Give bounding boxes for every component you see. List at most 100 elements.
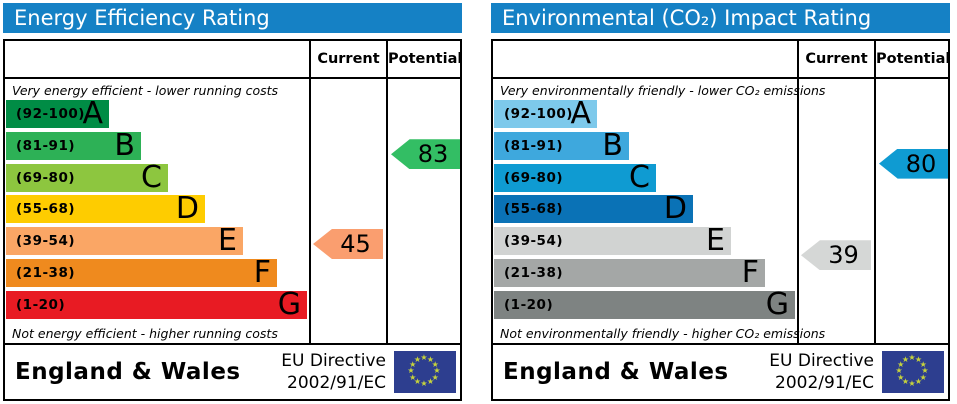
eu-star-icon: ★ <box>426 354 435 364</box>
environmental-impact-panel: Environmental (CO₂) Impact Rating Curren… <box>489 0 955 404</box>
eu-star-icon: ★ <box>409 359 417 369</box>
potential-arrow: 83 <box>391 139 460 170</box>
eu-star-icon: ★ <box>420 379 428 388</box>
energy-efficiency-panel: Energy Efficiency Rating Current Potenti… <box>1 0 467 404</box>
eu-flag-icon: ★ ★ ★ ★ ★ ★ ★ ★ ★ ★ ★ ★ <box>882 351 944 393</box>
current-value: 39 <box>828 241 859 270</box>
footer: England & Wales EU Directive 2002/91/EC … <box>3 343 462 401</box>
eu-star-icon: ★ <box>409 372 417 382</box>
eu-star-icon: ★ <box>413 377 422 387</box>
panel-title: Environmental (CO₂) Impact Rating <box>502 6 872 30</box>
potential-column-header: Potential <box>876 51 951 67</box>
band-range-label: (1-20) <box>504 296 554 313</box>
table-header: Current Potential <box>493 41 951 79</box>
band-a: (92-100) A <box>6 96 109 131</box>
band-d: (55-68) D <box>6 191 205 226</box>
eu-star-icon: ★ <box>897 372 905 382</box>
band-grade-letter: G <box>277 286 301 322</box>
band-range-label: (39-54) <box>504 233 564 250</box>
eu-star-icon: ★ <box>919 359 927 369</box>
band-grade-letter: D <box>175 191 199 227</box>
eu-star-icon: ★ <box>431 359 439 369</box>
eu-star-icon: ★ <box>914 377 923 387</box>
eu-star-icon: ★ <box>901 354 910 364</box>
eu-directive-line: 2002/91/EC <box>775 373 874 393</box>
eu-star-icon: ★ <box>908 353 916 362</box>
bottom-caption: Not energy efficient - higher running co… <box>12 326 278 341</box>
band-range-label: (55-68) <box>504 201 564 218</box>
potential-value: 80 <box>905 149 937 178</box>
band-g: (1-20) G <box>6 287 307 322</box>
region-label: England & Wales <box>503 359 729 385</box>
eu-star-icon: ★ <box>908 379 916 388</box>
band-e: (39-54) E <box>494 223 731 258</box>
rating-table: Current Potential Very environmentally f… <box>491 39 950 345</box>
footer: England & Wales EU Directive 2002/91/EC … <box>491 343 950 401</box>
band-d: (55-68) D <box>494 191 693 226</box>
band-grade-letter: A <box>82 95 103 131</box>
band-range-label: (21-38) <box>504 265 564 281</box>
band-grade-letter: C <box>629 159 650 195</box>
column-divider <box>797 41 799 343</box>
eu-directive-line: EU Directive <box>769 351 874 371</box>
eu-star-icon: ★ <box>420 353 428 362</box>
band-grade-letter: A <box>570 95 591 131</box>
band-f: (21-38) F <box>494 255 765 290</box>
band-range-label: (21-38) <box>16 265 76 281</box>
eu-star-icon: ★ <box>407 366 415 375</box>
eu-star-icon: ★ <box>431 372 439 382</box>
band-grade-letter: G <box>765 286 789 322</box>
band-range-label: (55-68) <box>16 201 76 218</box>
table-header: Current Potential <box>5 41 462 79</box>
band-f: (21-38) F <box>6 255 277 290</box>
panel-title-bar: Energy Efficiency Rating <box>3 3 462 33</box>
eu-star-icon: ★ <box>921 366 929 375</box>
band-grade-letter: B <box>602 127 623 163</box>
band-e: (39-54) E <box>6 223 243 258</box>
band-grade-letter: F <box>253 254 271 290</box>
top-caption: Very environmentally friendly - lower CO… <box>500 83 826 98</box>
eu-star-icon: ★ <box>901 377 910 387</box>
eu-star-icon: ★ <box>433 366 441 375</box>
band-range-label: (69-80) <box>16 169 76 186</box>
band-g: (1-20) G <box>494 287 795 322</box>
band-range-label: (69-80) <box>504 169 564 186</box>
potential-arrow: 80 <box>879 148 948 179</box>
current-arrow: 45 <box>313 229 383 259</box>
band-c: (69-80) C <box>6 159 168 194</box>
band-b: (81-91) B <box>6 128 141 163</box>
band-a: (92-100) A <box>494 96 597 131</box>
panel-title-bar: Environmental (CO₂) Impact Rating <box>491 3 950 33</box>
eu-star-icon: ★ <box>914 354 923 364</box>
band-grade-letter: C <box>141 159 162 195</box>
bottom-caption: Not environmentally friendly - higher CO… <box>500 326 826 341</box>
rating-table: Current Potential Very energy efficient … <box>3 39 462 345</box>
potential-value: 83 <box>417 140 449 169</box>
panel-title: Energy Efficiency Rating <box>14 6 270 30</box>
band-range-label: (81-91) <box>16 137 76 154</box>
column-divider <box>309 41 311 343</box>
band-grade-letter: B <box>114 127 135 163</box>
eu-flag-icon: ★ ★ ★ ★ ★ ★ ★ ★ ★ ★ ★ ★ <box>394 351 456 393</box>
band-grade-letter: D <box>663 191 687 227</box>
band-range-label: (39-54) <box>16 233 76 250</box>
current-column-header: Current <box>317 51 380 67</box>
band-c: (69-80) C <box>494 159 656 194</box>
band-grade-letter: E <box>706 222 725 258</box>
current-column-header: Current <box>805 51 868 67</box>
band-range-label: (81-91) <box>504 137 564 154</box>
eu-directive-label: EU Directive 2002/91/EC <box>281 350 386 394</box>
current-arrow: 39 <box>801 240 871 271</box>
eu-star-icon: ★ <box>426 377 435 387</box>
band-grade-letter: E <box>218 222 237 258</box>
eu-directive-label: EU Directive 2002/91/EC <box>769 350 874 394</box>
eu-star-icon: ★ <box>897 359 905 369</box>
current-value: 45 <box>340 230 371 258</box>
band-grade-letter: F <box>741 254 759 290</box>
eu-star-icon: ★ <box>413 354 422 364</box>
eu-star-icon: ★ <box>895 366 903 375</box>
band-b: (81-91) B <box>494 128 629 163</box>
band-range-label: (1-20) <box>16 296 66 313</box>
eu-directive-line: EU Directive <box>281 351 386 371</box>
eu-star-icon: ★ <box>919 372 927 382</box>
